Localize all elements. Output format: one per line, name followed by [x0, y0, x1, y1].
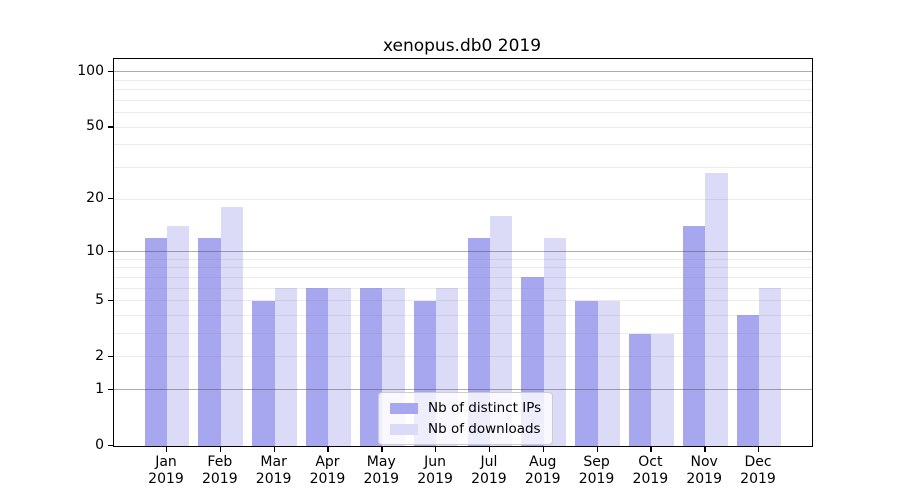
gridline-minor [114, 198, 812, 200]
x-tick-mark [273, 447, 276, 452]
x-tick-label: Mar 2019 [255, 454, 292, 487]
y-tick-mark [108, 70, 113, 73]
x-tick-mark [542, 447, 545, 452]
x-tick-label: Sep 2019 [578, 454, 615, 487]
plot-area: Nb of distinct IPs Nb of downloads [113, 58, 813, 447]
bar-downloads [705, 172, 728, 446]
y-tick-mark [108, 445, 113, 447]
y-tick-label: 0 [95, 437, 104, 453]
y-tick-mark [108, 198, 113, 200]
x-tick-mark [488, 447, 491, 452]
gridline-minor [114, 144, 812, 146]
x-tick-label: Jul 2019 [471, 454, 507, 487]
bar-downloads [597, 300, 620, 446]
y-tick-mark [108, 388, 113, 391]
gridline-minor [114, 300, 812, 302]
x-tick-mark [166, 447, 168, 452]
bar-ips [736, 315, 759, 446]
x-tick-mark [650, 447, 652, 452]
bar-ips [306, 288, 329, 446]
gridline-minor [114, 267, 812, 269]
x-tick-label: Feb 2019 [201, 454, 238, 487]
gridline-major [114, 71, 812, 73]
bar-downloads [489, 216, 513, 446]
gridline-minor [114, 356, 812, 358]
legend-label-downloads: Nb of downloads [428, 421, 541, 437]
legend: Nb of distinct IPs Nb of downloads [378, 392, 554, 445]
legend-label-ips: Nb of distinct IPs [428, 400, 542, 416]
y-tick-label: 1 [95, 380, 104, 397]
x-tick-mark [596, 447, 598, 452]
gridline-minor [114, 99, 812, 101]
bar-ips [628, 333, 652, 446]
bar-downloads [328, 288, 351, 446]
y-tick-label: 5 [95, 291, 104, 308]
bar-ips [682, 226, 706, 446]
y-tick-mark [108, 299, 113, 302]
x-tick-mark [704, 447, 706, 452]
y-tick-mark [108, 126, 113, 128]
bar-downloads [167, 226, 190, 446]
gridline-major [114, 251, 812, 253]
y-tick-label: 50 [86, 118, 104, 135]
x-tick-mark [381, 447, 383, 452]
x-tick-mark [219, 447, 222, 452]
gridline-minor [114, 276, 812, 278]
x-tick-mark [758, 447, 760, 452]
gridline-minor [114, 112, 812, 114]
gridline-minor [114, 258, 812, 260]
x-tick-label: Dec 2019 [740, 454, 776, 487]
x-tick-label: Apr 2019 [309, 454, 346, 487]
y-tick-label: 2 [95, 347, 104, 364]
x-tick-mark [327, 447, 329, 452]
x-tick-label: Jan 2019 [148, 454, 184, 487]
x-tick-label: Nov 2019 [686, 454, 722, 487]
y-tick-label: 10 [86, 242, 104, 259]
y-tick-mark [108, 355, 113, 358]
gridline-major [114, 389, 812, 391]
y-tick-label: 100 [77, 62, 104, 79]
chart-title: xenopus.db0 2019 [382, 36, 542, 56]
gridline-minor [114, 167, 812, 168]
x-tick-label: May 2019 [363, 454, 400, 487]
bar-ips [359, 288, 383, 446]
gridline-minor [114, 333, 812, 335]
x-tick-label: Jun 2019 [417, 454, 453, 487]
x-tick-label: Oct 2019 [632, 454, 669, 487]
bar-downloads [274, 288, 298, 446]
legend-item-downloads: Nb of downloads [390, 421, 541, 437]
gridline-minor [114, 89, 812, 91]
bar-ips [252, 300, 275, 446]
gridline-minor [114, 314, 812, 316]
y-tick-mark [108, 250, 113, 252]
legend-swatch-downloads-icon [390, 423, 418, 435]
y-tick-label: 20 [86, 190, 104, 207]
x-tick-mark [435, 447, 437, 452]
bar-downloads [759, 288, 782, 446]
gridline-minor [114, 126, 812, 128]
x-tick-label: Aug 2019 [524, 454, 561, 487]
legend-item-ips: Nb of distinct IPs [390, 400, 541, 416]
legend-swatch-ips-icon [390, 402, 418, 414]
bar-ips [575, 300, 598, 446]
bar-ips [198, 237, 221, 446]
bar-downloads [651, 333, 674, 446]
bar-downloads [220, 207, 244, 446]
gridline-minor [114, 287, 812, 289]
gridline-minor [114, 79, 812, 81]
bar-ips [144, 237, 167, 446]
